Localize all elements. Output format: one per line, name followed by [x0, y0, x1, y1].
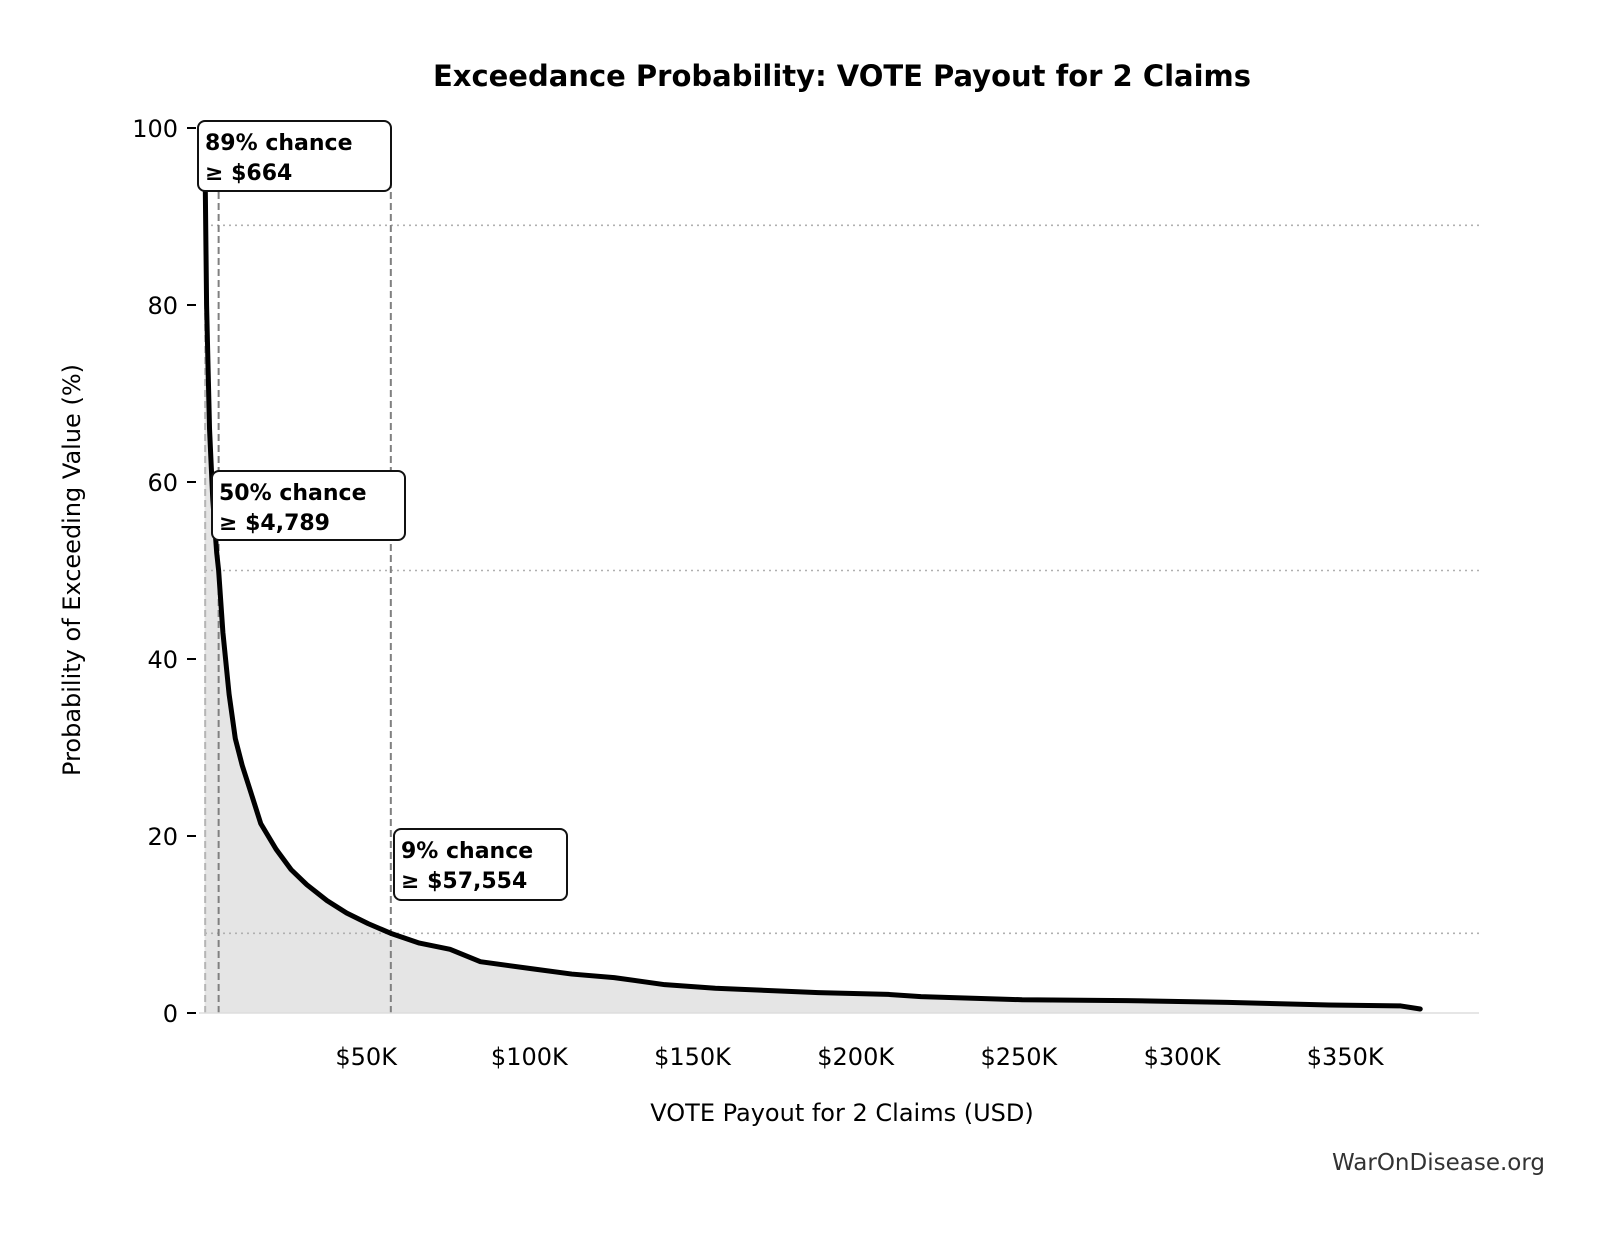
annotation-value: ≥ $4,789: [219, 511, 330, 536]
exceedance-curve: [202, 125, 1423, 1012]
x-tick-label: $350K: [1307, 1043, 1385, 1071]
x-tick-label: $250K: [980, 1043, 1058, 1071]
plot-area: $50K $100K $150K $200K $250K $300K $350K 0 20 40 6…: [132, 115, 1479, 1071]
x-axis-label: VOTE Payout for 2 Claims (USD): [650, 1099, 1033, 1127]
annotation-box: 89% chance ≥ $664: [197, 120, 392, 192]
x-tick-label: $150K: [654, 1043, 732, 1071]
y-axis-label: Probability of Exceeding Value (%): [58, 364, 86, 776]
annotation-box: 9% chance ≥ $57,554: [393, 828, 568, 901]
y-tick-label: 0: [163, 1000, 178, 1028]
y-tick-label: 40: [147, 646, 178, 674]
annotation-frame: [211, 470, 406, 541]
x-tick-label: $300K: [1144, 1043, 1222, 1071]
y-tick-label: 20: [147, 823, 178, 851]
watermark: WarOnDisease.org: [1332, 1150, 1545, 1176]
annotation-probability: 89% chance: [205, 131, 353, 156]
area-fill: [204, 128, 1421, 1013]
y-tick-label: 100: [132, 115, 178, 143]
annotation-frame: [393, 828, 568, 901]
y-tick-label: 80: [147, 292, 178, 320]
annotation-frame: [197, 120, 392, 192]
x-tick-label: $50K: [335, 1043, 398, 1071]
annotation-value: ≥ $57,554: [401, 869, 527, 894]
x-tick-label: $200K: [817, 1043, 895, 1071]
x-tick-label: $100K: [491, 1043, 569, 1071]
annotation-probability: 9% chance: [401, 839, 533, 864]
annotation-value: ≥ $664: [205, 161, 292, 186]
annotation-box: 50% chance ≥ $4,789: [211, 470, 406, 541]
chart-title: Exceedance Probability: VOTE Payout for …: [433, 59, 1251, 93]
y-tick-label: 60: [147, 469, 178, 497]
annotation-probability: 50% chance: [219, 481, 367, 506]
